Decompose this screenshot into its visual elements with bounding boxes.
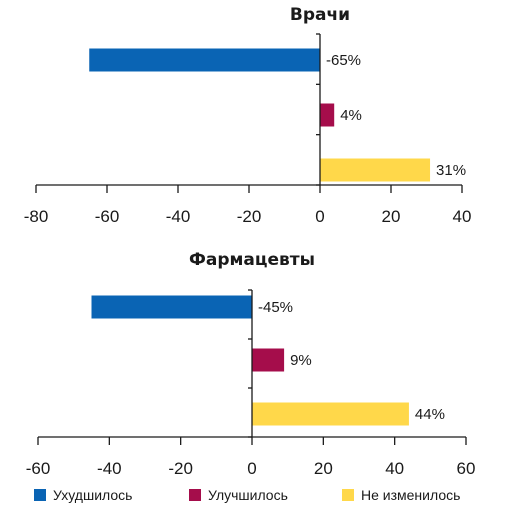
data-label: 4%: [340, 107, 362, 124]
x-tick-label: 40: [385, 459, 404, 478]
x-tick-label: 0: [315, 207, 324, 226]
data-label: -65%: [326, 52, 361, 69]
legend-label: Улучшилось: [208, 487, 288, 503]
x-tick-label: -80: [24, 207, 49, 226]
bar: [320, 103, 335, 127]
x-tick-label: 60: [457, 459, 476, 478]
legend-label: Ухудшилось: [53, 487, 132, 503]
chart-title: Врачи: [290, 5, 350, 25]
x-tick-label: 40: [453, 207, 472, 226]
x-tick-label: 20: [382, 207, 401, 226]
x-tick-label: -40: [166, 207, 191, 226]
x-tick-label: -20: [237, 207, 262, 226]
legend-label: Не изменилось: [361, 487, 460, 503]
chart-panel: Фармацевты -45% 9% 44% -60 -40 -20 0 20 40 60: [26, 250, 476, 478]
bar: [252, 402, 409, 426]
x-tick-label: -40: [97, 459, 122, 478]
bar: [89, 48, 320, 72]
data-label: 44%: [415, 406, 445, 423]
legend-swatch: [342, 489, 354, 501]
legend-swatch: [189, 489, 201, 501]
bar: [252, 348, 285, 372]
data-label: -45%: [258, 299, 293, 316]
x-tick-label: 20: [314, 459, 333, 478]
bar: [320, 158, 431, 182]
x-tick-label: 0: [247, 459, 256, 478]
legend: Ухудшилось Улучшилось Не изменилось: [34, 487, 460, 503]
x-tick-label: -60: [95, 207, 120, 226]
legend-swatch: [34, 489, 46, 501]
chart-title: Фармацевты: [189, 250, 315, 270]
data-label: 31%: [436, 162, 466, 179]
data-label: 9%: [290, 352, 312, 369]
bar: [91, 295, 252, 319]
x-tick-label: -60: [26, 459, 51, 478]
chart-panel: Врачи -65% 4% 31% -80 -60 -40 -20 0 20 40: [24, 5, 472, 226]
x-tick-label: -20: [168, 459, 193, 478]
